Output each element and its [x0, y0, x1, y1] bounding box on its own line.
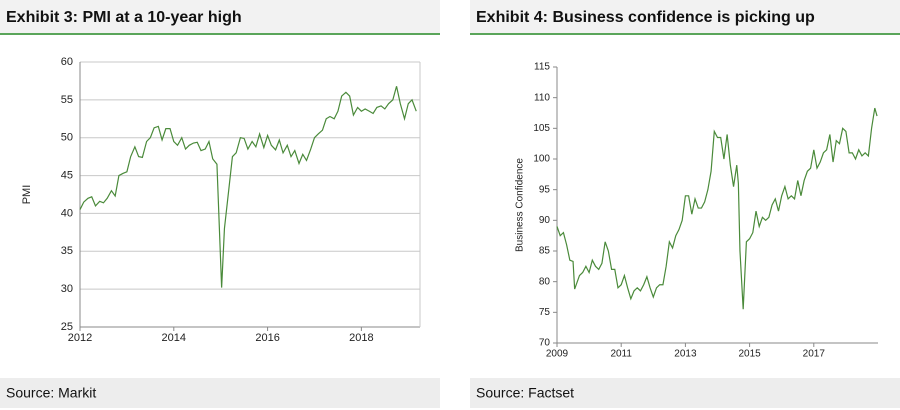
- y-tick-label: 60: [61, 56, 73, 68]
- x-tick-label: 2015: [738, 349, 761, 360]
- y-tick-label: 25: [61, 321, 73, 333]
- x-tick-label: 2017: [803, 349, 826, 360]
- y-tick-label: 95: [539, 184, 551, 195]
- x-tick-label: 2014: [162, 332, 186, 344]
- footer-bg: [0, 378, 440, 408]
- chart-title: Exhibit 3: PMI at a 10-year high: [6, 9, 242, 26]
- chart-title: Exhibit 4: Business confidence is pickin…: [476, 9, 815, 26]
- source-note: Source: Factset: [476, 385, 574, 401]
- source-note: Source: Markit: [6, 385, 96, 401]
- y-tick-label: 80: [539, 276, 551, 287]
- x-tick-label: 2009: [546, 349, 569, 360]
- y-tick-label: 55: [61, 94, 73, 106]
- y-tick-label: 90: [539, 215, 551, 226]
- data-line: [79, 86, 417, 288]
- header-rule: [0, 33, 440, 35]
- y-tick-label: 35: [61, 245, 73, 257]
- x-tick-label: 2011: [610, 349, 632, 360]
- header-bg: [0, 0, 440, 33]
- y-tick-label: 115: [534, 62, 550, 73]
- y-axis-title: Business Confidence: [515, 158, 526, 252]
- x-tick-label: 2013: [674, 349, 697, 360]
- y-tick-label: 45: [61, 169, 73, 181]
- y-tick-label: 75: [539, 307, 551, 318]
- data-line: [556, 107, 878, 310]
- y-tick-label: 40: [61, 207, 73, 219]
- header-rule: [470, 33, 900, 35]
- x-tick-label: 2016: [255, 332, 279, 344]
- y-tick-label: 50: [61, 132, 73, 144]
- y-tick-label: 110: [534, 92, 550, 103]
- y-tick-label: 100: [533, 154, 550, 165]
- y-tick-label: 85: [539, 246, 551, 257]
- footer-bg: [470, 378, 900, 408]
- x-tick-label: 2012: [68, 332, 92, 344]
- header-bg: [470, 0, 900, 33]
- y-tick-label: 70: [539, 338, 551, 349]
- y-axis-title: PMI: [21, 185, 33, 205]
- x-tick-label: 2018: [349, 332, 373, 344]
- y-tick-label: 105: [533, 123, 550, 134]
- y-tick-label: 30: [61, 283, 73, 295]
